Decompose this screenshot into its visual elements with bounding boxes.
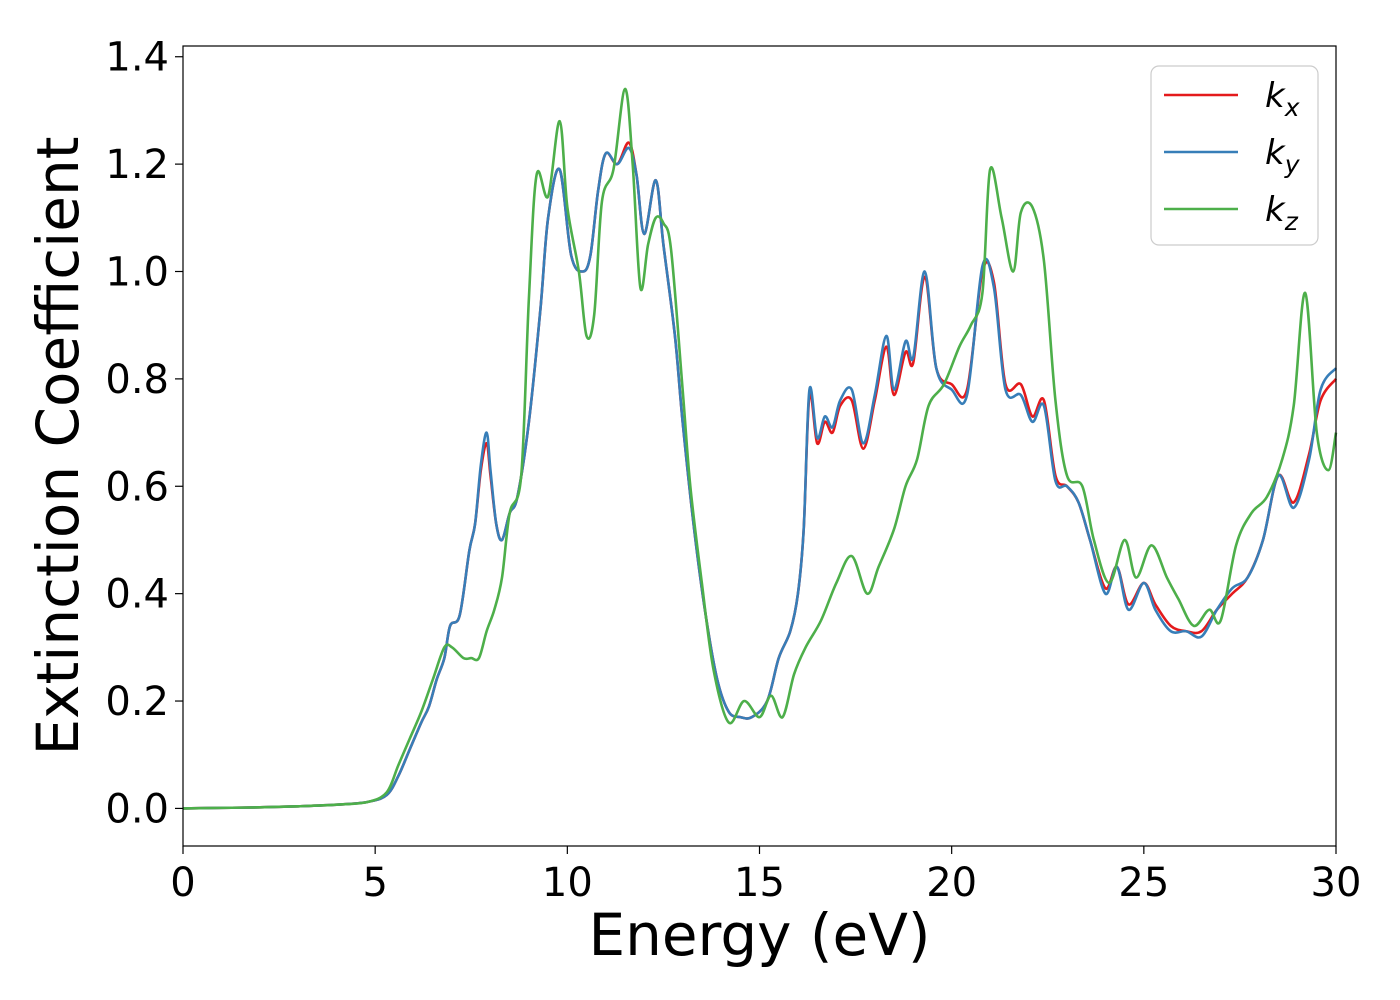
x-tick-label: 20 [926,860,977,906]
y-tick-label: 0.0 [105,786,169,832]
y-tick-label: 0.8 [105,357,169,403]
x-tick-label: 0 [170,860,195,906]
x-tick-label: 15 [734,860,785,906]
legend-label-base: k [1265,76,1286,116]
x-tick-label: 30 [1311,860,1362,906]
x-axis-title: Energy (eV) [588,901,930,969]
y-axis-title: Extinction Coefficient [24,137,92,756]
legend-label-sub: y [1284,150,1301,179]
y-tick-label: 1.2 [105,142,169,188]
legend-label-sub: z [1284,207,1299,236]
legend-label-x: kx [1265,76,1300,122]
legend-box [1150,65,1319,246]
x-axis: 0 5 10 15 20 25 30 [170,846,1361,906]
y-tick-label: 1.4 [105,35,169,81]
y-tick-label: 1.0 [105,250,169,296]
y-tick-label: 0.2 [105,679,169,725]
series-line-z [182,87,1338,810]
x-tick-label: 10 [542,860,593,906]
legend-label-base: k [1265,133,1286,173]
legend-label-y: ky [1265,133,1301,179]
legend-label-z: kz [1265,190,1299,236]
x-tick-label: 5 [362,860,387,906]
y-axis: 0.0 0.2 0.4 0.6 0.8 1.0 1.2 1.4 [105,35,183,832]
y-tick-label: 0.6 [105,464,169,510]
x-tick-label: 25 [1118,860,1169,906]
legend-label-sub: x [1284,93,1300,122]
y-tick-label: 0.4 [105,572,169,618]
legend-label-base: k [1265,190,1286,230]
series-layer [182,87,1338,810]
